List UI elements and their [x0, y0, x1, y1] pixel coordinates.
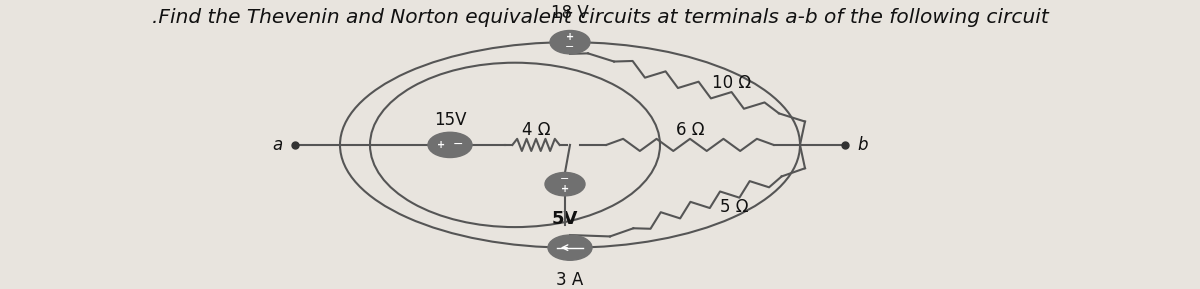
Ellipse shape	[428, 132, 472, 158]
Text: −: −	[560, 174, 570, 184]
Text: 18 V: 18 V	[551, 3, 589, 22]
Text: +: +	[566, 32, 574, 42]
Text: 4 Ω: 4 Ω	[522, 121, 551, 139]
Text: .Find the Thevenin and Norton equivalent circuits at terminals a-b of the follow: .Find the Thevenin and Norton equivalent…	[151, 8, 1049, 27]
Text: 6 Ω: 6 Ω	[676, 121, 704, 139]
Ellipse shape	[545, 173, 586, 196]
Text: −: −	[452, 138, 463, 151]
Text: 3 A: 3 A	[557, 271, 583, 289]
Text: 5V: 5V	[552, 210, 578, 228]
Text: 5 Ω: 5 Ω	[720, 198, 748, 216]
Text: b: b	[857, 136, 868, 154]
Text: 10 Ω: 10 Ω	[712, 74, 751, 92]
Text: a: a	[272, 136, 283, 154]
Text: +: +	[560, 184, 569, 194]
Text: +: +	[437, 140, 445, 150]
Text: −: −	[565, 42, 575, 52]
Ellipse shape	[548, 235, 592, 260]
Text: 15V: 15V	[433, 111, 467, 129]
Ellipse shape	[550, 30, 590, 54]
